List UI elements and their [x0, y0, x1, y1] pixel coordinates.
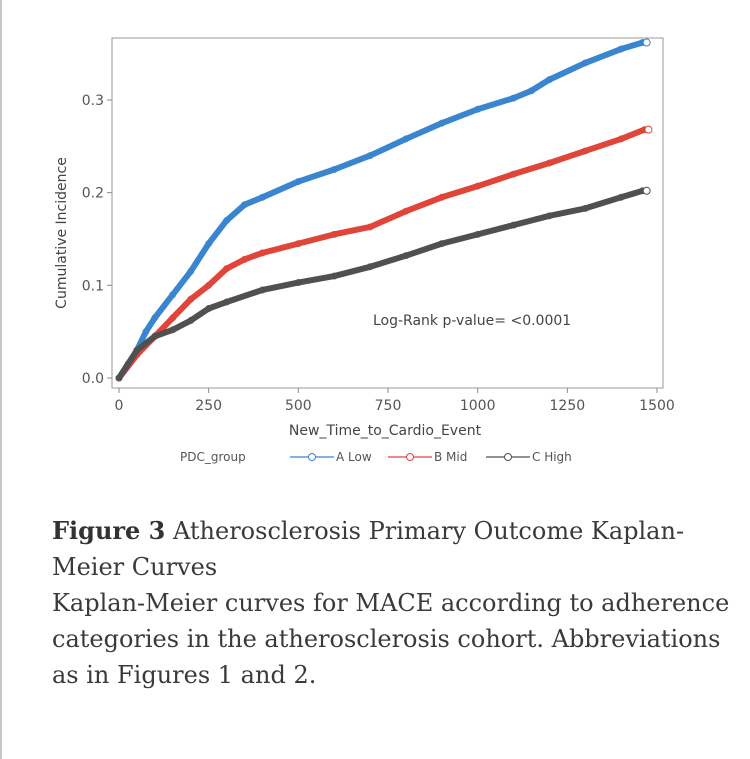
x-tick-label: 1250	[550, 398, 586, 414]
legend-marker	[504, 453, 512, 461]
data-point	[545, 76, 553, 84]
legend-entry: B Mid	[434, 450, 467, 464]
data-point	[366, 263, 374, 271]
y-tick-label: 0.3	[82, 93, 104, 109]
y-tick-label: 0.0	[82, 371, 104, 387]
data-point	[545, 212, 553, 220]
figure-title: Atherosclerosis Primary Outcome Kaplan-M…	[52, 517, 685, 581]
legend-entry: A Low	[336, 450, 372, 464]
data-point	[474, 230, 482, 238]
data-point	[223, 298, 231, 306]
data-point	[205, 304, 213, 312]
data-point	[187, 267, 195, 275]
legend-entry: C High	[532, 450, 572, 464]
data-point	[366, 223, 374, 231]
data-point	[510, 94, 518, 102]
data-point	[474, 182, 482, 190]
data-point	[241, 255, 249, 263]
data-point	[581, 147, 589, 155]
y-tick-label: 0.2	[82, 186, 104, 202]
data-point	[223, 216, 231, 224]
data-point	[294, 279, 302, 287]
data-point	[617, 193, 625, 201]
series-end-marker	[642, 38, 651, 47]
data-point	[330, 165, 338, 173]
data-point	[527, 87, 535, 95]
x-tick-label: 0	[115, 398, 124, 414]
log-rank-annotation: Log-Rank p-value= <0.0001	[373, 313, 571, 329]
data-point	[258, 286, 266, 294]
series-end-marker	[642, 186, 651, 195]
x-axis-label: New_Time_to_Cardio_Event	[289, 423, 482, 439]
data-point	[151, 314, 159, 322]
data-point	[169, 326, 177, 334]
series-end-marker	[644, 125, 653, 134]
data-point	[581, 204, 589, 212]
data-point	[205, 240, 213, 248]
data-point	[142, 328, 150, 336]
data-point	[258, 249, 266, 257]
figure-caption: Figure 3 Atherosclerosis Primary Outcome…	[52, 513, 732, 693]
data-point	[510, 221, 518, 229]
x-tick-label: 1000	[460, 398, 496, 414]
data-point	[545, 159, 553, 167]
data-point	[205, 281, 213, 289]
data-point	[438, 193, 446, 201]
data-point	[402, 207, 410, 215]
x-tick-label: 1500	[639, 398, 675, 414]
legend-title: PDC_group	[180, 450, 246, 464]
legend: PDC_group A Low B Mid C High	[180, 450, 572, 464]
data-point	[581, 59, 589, 67]
figure-description: Kaplan-Meier curves for MACE according t…	[52, 589, 730, 689]
data-point	[402, 135, 410, 143]
legend-marker	[308, 453, 316, 461]
data-point	[223, 265, 231, 273]
page-border	[0, 0, 2, 759]
data-point	[133, 346, 141, 354]
data-point	[330, 230, 338, 238]
data-point	[258, 193, 266, 201]
plot-frame	[111, 37, 664, 389]
data-point	[330, 272, 338, 280]
data-point	[438, 119, 446, 127]
data-point	[169, 314, 177, 322]
series-line-a-low	[116, 39, 646, 381]
data-point	[617, 45, 625, 53]
data-point	[294, 178, 302, 186]
data-point	[617, 135, 625, 143]
figure-label: Figure 3	[52, 516, 166, 545]
y-axis-label: Cumulative Incidence	[54, 157, 70, 309]
data-point	[402, 252, 410, 260]
data-point	[169, 291, 177, 299]
data-point	[294, 240, 302, 248]
y-tick-label: 0.1	[82, 278, 104, 294]
legend-marker	[406, 453, 414, 461]
series-line-b-mid	[116, 126, 648, 381]
data-point	[115, 374, 123, 382]
series-line-c-high	[116, 187, 646, 381]
data-point	[474, 105, 482, 113]
data-point	[151, 332, 159, 340]
data-point	[366, 152, 374, 160]
x-tick-label: 750	[375, 398, 402, 414]
data-point	[510, 170, 518, 178]
data-point	[241, 201, 249, 209]
x-tick-label: 250	[195, 398, 222, 414]
x-tick-label: 500	[285, 398, 312, 414]
data-point	[187, 317, 195, 325]
km-chart: 0.0 0.1 0.2 0.3 0 250 500 750 1000 1250 1500 New_…	[54, 37, 675, 464]
data-point	[187, 295, 195, 303]
data-point	[438, 240, 446, 248]
